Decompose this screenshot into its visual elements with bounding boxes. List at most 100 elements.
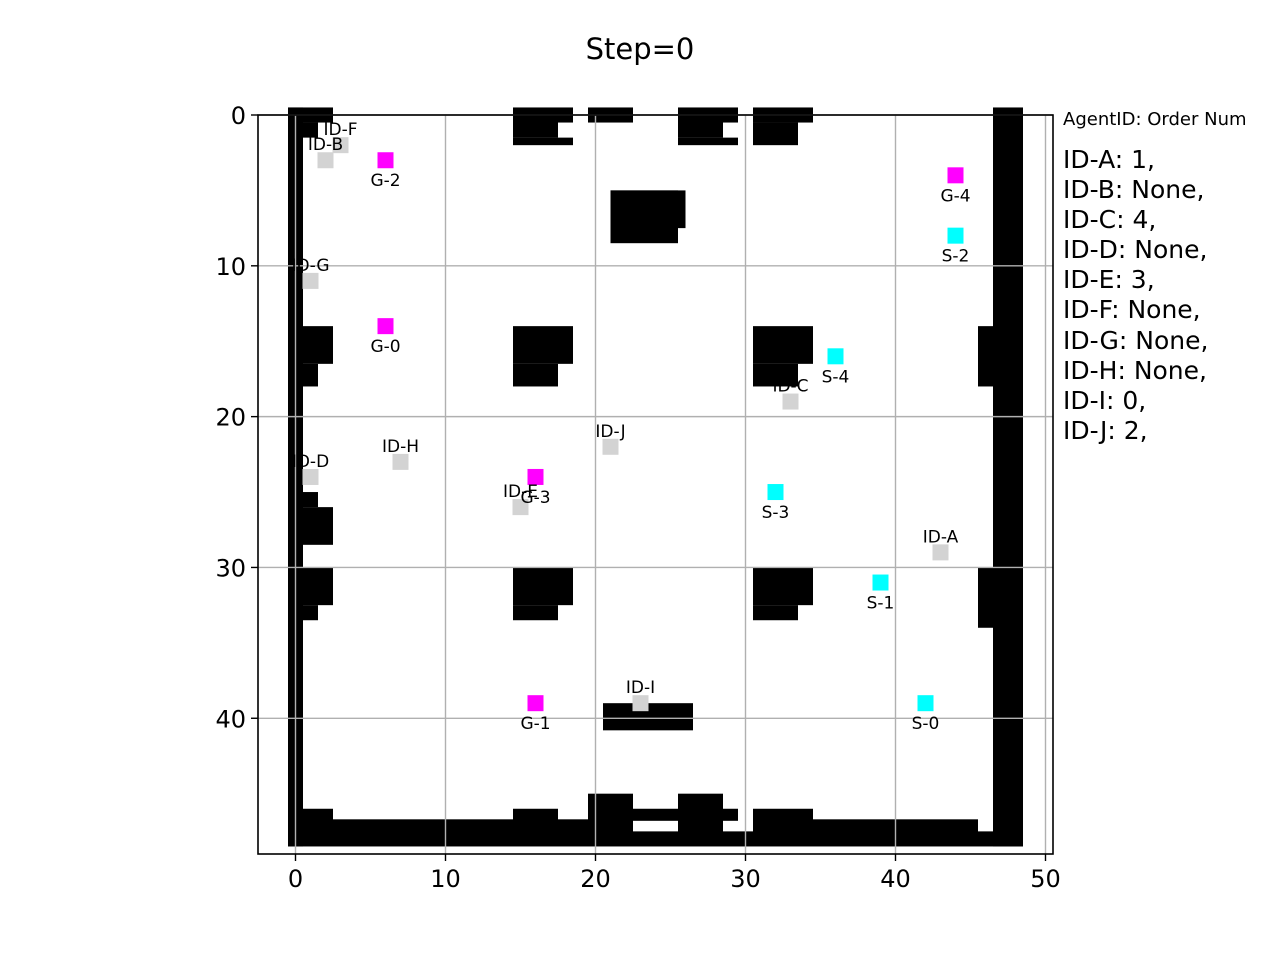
- marker-layer: [302, 137, 964, 712]
- agent-label: ID-F: [323, 120, 357, 140]
- obstacle-block: [610, 190, 686, 229]
- agent-marker: [782, 393, 799, 410]
- x-tick-label: 30: [730, 865, 761, 893]
- start-marker: [872, 574, 889, 591]
- marker-labels: ID-A ID-B ID-C ID-D ID-E ID-F ID-G ID-H ID-I ID-J…: [291, 120, 970, 734]
- agent-label: ID-E: [503, 482, 538, 502]
- start-marker: [767, 484, 784, 501]
- obstacle-block: [288, 492, 318, 508]
- obstacle-block: [723, 808, 738, 821]
- agent-marker: [302, 272, 319, 289]
- agent-label: ID-B: [308, 135, 343, 155]
- obstacle-block: [513, 363, 558, 387]
- agent-marker: [392, 453, 409, 470]
- goal-label: G-4: [940, 186, 970, 206]
- goal-marker: [527, 468, 544, 485]
- y-tick-label: 40: [215, 705, 246, 733]
- y-tick-label: 20: [215, 404, 246, 432]
- obstacle-block: [678, 107, 723, 138]
- axes-frame: [257, 114, 1054, 855]
- legend-entry: ID-H: None,: [1063, 355, 1207, 385]
- obstacle-block: [288, 567, 333, 606]
- obstacle-block: [303, 122, 318, 138]
- obstacle-block: [288, 831, 1023, 847]
- start-marker: [917, 695, 934, 712]
- agent-label: ID-G: [291, 256, 329, 276]
- legend-entry: ID-I: 0,: [1063, 385, 1147, 415]
- x-tick-label: 40: [880, 865, 911, 893]
- y-tick-label: 0: [231, 102, 246, 130]
- agent-marker: [632, 695, 649, 712]
- legend-entry: ID-E: 3,: [1063, 265, 1155, 295]
- obstacle-block: [588, 793, 633, 839]
- goal-label: G-3: [520, 488, 550, 508]
- obstacle-layer: [288, 107, 1023, 847]
- legend-header: AgentID: Order Num: [1063, 109, 1247, 130]
- goal-label: G-1: [520, 714, 550, 734]
- goal-marker: [377, 152, 394, 169]
- obstacle-block: [993, 107, 1023, 847]
- obstacle-block: [288, 808, 333, 839]
- agent-marker: [602, 438, 619, 455]
- agent-label: ID-D: [292, 452, 329, 472]
- goal-label: G-0: [370, 337, 400, 357]
- obstacle-block: [678, 793, 723, 839]
- goal-marker: [947, 167, 964, 184]
- agent-order-legend: ID-A: 1, ID-B: None, ID-C: 4, ID-D: None, ID…: [1063, 145, 1208, 446]
- obstacle-block: [978, 567, 1008, 628]
- obstacle-block: [633, 808, 678, 821]
- obstacle-block: [558, 819, 588, 835]
- legend-entry: ID-D: None,: [1063, 235, 1208, 265]
- legend-entry: ID-F: None,: [1063, 295, 1201, 325]
- legend-entry: ID-C: 4,: [1063, 205, 1157, 235]
- x-tick-label: 10: [430, 865, 461, 893]
- legend-entry: ID-J: 2,: [1063, 415, 1148, 445]
- agent-label: ID-J: [595, 422, 625, 442]
- legend-entry: ID-A: 1,: [1063, 145, 1155, 174]
- agent-marker: [512, 499, 529, 516]
- start-label: S-1: [867, 594, 895, 614]
- obstacle-block: [333, 819, 513, 835]
- y-tick-label: 30: [215, 554, 246, 582]
- agent-marker: [332, 137, 349, 154]
- obstacle-block: [513, 567, 573, 606]
- x-tick-label: 20: [580, 865, 611, 893]
- chart-title: Step=0: [585, 32, 695, 66]
- start-label: S-3: [762, 503, 790, 523]
- agent-marker: [302, 468, 319, 485]
- agent-label: ID-C: [772, 377, 808, 397]
- obstacle-block: [753, 808, 813, 839]
- obstacle-block: [513, 605, 558, 621]
- x-tick-label: 50: [1030, 865, 1061, 893]
- obstacle-block: [753, 567, 813, 606]
- legend-entry: ID-G: None,: [1063, 325, 1209, 355]
- agent-marker: [932, 544, 949, 561]
- start-label: S-0: [912, 714, 940, 734]
- obstacle-block: [753, 605, 798, 621]
- obstacle-block: [513, 808, 558, 839]
- obstacle-block: [513, 137, 573, 146]
- start-label: S-4: [822, 367, 850, 387]
- obstacle-block: [288, 363, 318, 387]
- start-marker: [827, 348, 844, 365]
- obstacle-block: [288, 605, 318, 621]
- legend-entry: ID-B: None,: [1063, 175, 1205, 205]
- goal-marker: [527, 695, 544, 712]
- obstacle-block: [753, 326, 813, 364]
- obstacle-block: [678, 137, 738, 146]
- obstacle-block: [978, 326, 1008, 387]
- obstacle-block: [288, 507, 333, 545]
- agent-label: ID-H: [382, 437, 419, 457]
- y-tick-label: 10: [215, 253, 246, 281]
- obstacle-block: [753, 363, 798, 387]
- agent-marker: [317, 152, 334, 169]
- axes: 0 10 20 30 40 50 0 10 20 30 40: [215, 102, 1060, 893]
- agent-label: ID-I: [626, 678, 655, 698]
- agent-label: ID-A: [923, 527, 959, 547]
- obstacle-block: [513, 107, 558, 138]
- start-label: S-2: [942, 247, 970, 267]
- goal-marker: [377, 318, 394, 335]
- obstacle-block: [513, 326, 573, 364]
- goal-label: G-2: [370, 171, 400, 191]
